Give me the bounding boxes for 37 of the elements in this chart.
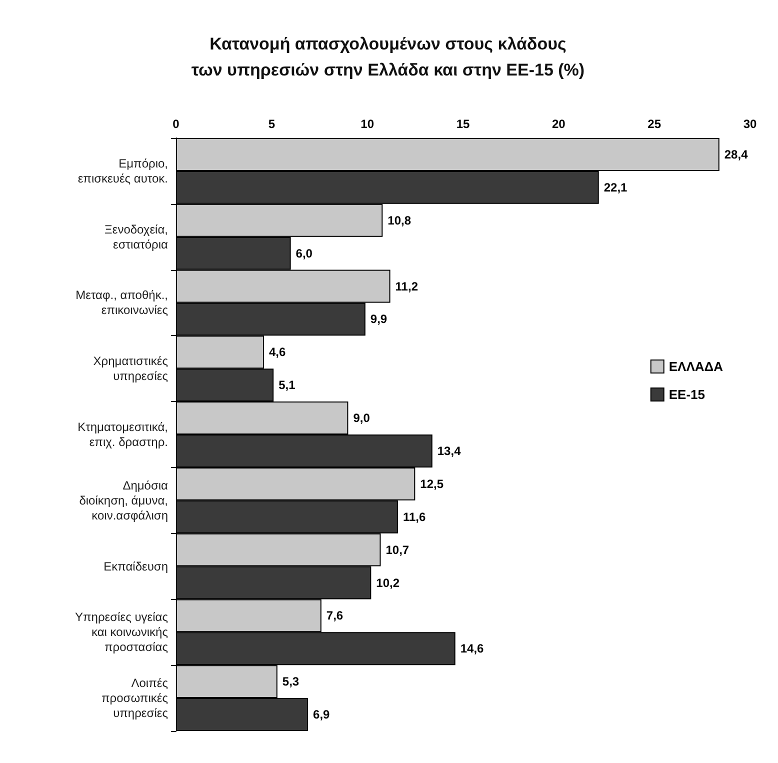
y-tick-label: Εμπόριο, επισκευές αυτοκ. <box>78 156 168 186</box>
data-label: 10,2 <box>376 576 400 590</box>
data-label: 9,0 <box>353 411 370 426</box>
legend-label: ΕΛΛΑΔΑ <box>668 359 724 374</box>
data-label: 5,3 <box>282 674 300 689</box>
y-tick-label: Κτηματομεσιτικά, επιχ. δραστηρ. <box>78 420 168 449</box>
y-tick-label: Μεταφ., αποθήκ., επικοινωνίες <box>76 288 168 318</box>
data-label: 28,4 <box>724 147 748 162</box>
data-label: 12,5 <box>420 476 444 491</box>
data-label: 22,1 <box>604 180 628 194</box>
y-tick-label: Λοιπές προσωπικές υπηρεσίες <box>102 676 168 720</box>
data-label: 10,8 <box>388 213 412 228</box>
x-tick-label: 20 <box>552 117 566 131</box>
legend-label: ΕΕ-15 <box>668 387 706 402</box>
x-tick-label: 5 <box>268 117 276 131</box>
data-label: 13,4 <box>437 444 462 458</box>
x-tick-label: 15 <box>456 117 470 131</box>
data-label: 10,7 <box>386 542 410 557</box>
data-label: 14,6 <box>460 642 484 656</box>
data-label: 6,0 <box>296 246 313 260</box>
data-label: 11,2 <box>395 279 418 294</box>
x-tick-label: 25 <box>648 117 662 131</box>
x-tick-label: 30 <box>743 117 757 131</box>
chart-title: Κατανομή απασχολουμένων στους κλάδους των υπηρεσιών στην Ελλάδα και στην ΕΕ-15 (%) <box>191 34 585 80</box>
data-label: 5,1 <box>278 378 296 392</box>
y-tick-label: Δημόσια διοίκηση, άμυνα, κοιν.ασφάλιση <box>79 478 168 522</box>
data-label: 4,6 <box>269 345 286 360</box>
data-label: 7,6 <box>326 608 344 623</box>
data-label: 11,6 <box>402 510 426 524</box>
data-label: 9,9 <box>370 312 388 326</box>
y-tick-label: Ξενοδοχεία, εστιατόρια <box>104 222 168 252</box>
data-label: 6,9 <box>313 708 330 722</box>
y-tick-label: Υπηρεσίες υγείας και κοινωνικής προστασίας <box>75 610 168 654</box>
x-tick-label: 10 <box>360 117 374 131</box>
y-tick-label: Εκπαίδευση <box>104 559 168 574</box>
x-tick-label: 0 <box>172 117 180 131</box>
y-tick-label: Χρηματιστικές υπηρεσίες <box>93 354 168 384</box>
